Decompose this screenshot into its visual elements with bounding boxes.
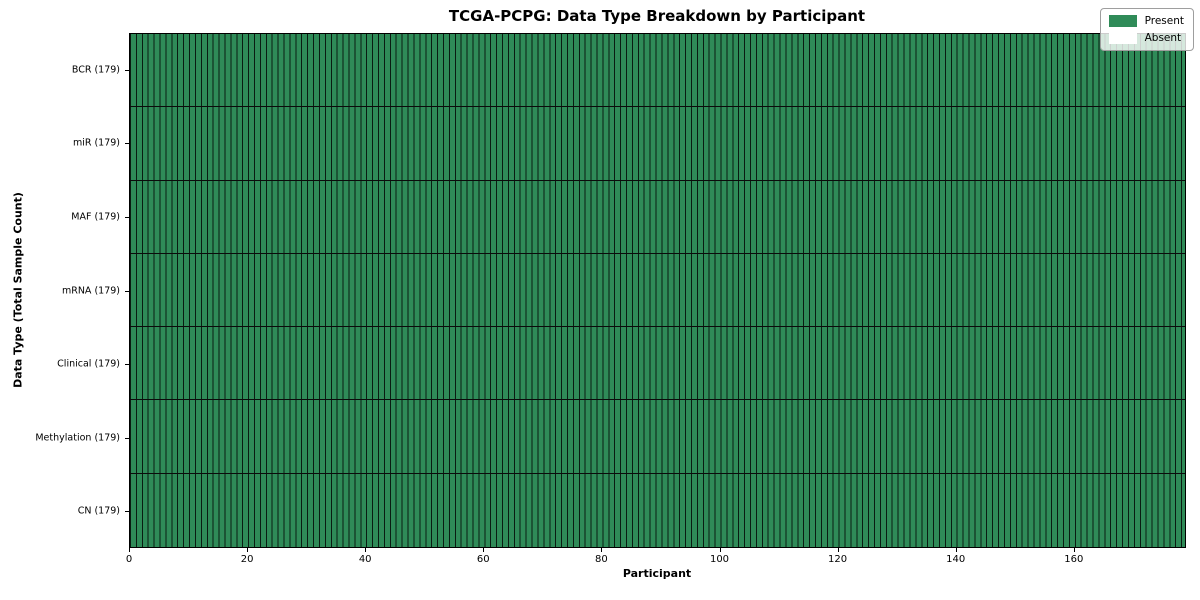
heatmap-row-mir bbox=[130, 107, 1185, 181]
x-tick-mark bbox=[955, 548, 957, 552]
x-tick-label: 60 bbox=[476, 554, 490, 565]
x-tick-mark bbox=[247, 548, 249, 552]
x-tick-label: 140 bbox=[946, 554, 966, 565]
legend-entry-present: Present bbox=[1108, 15, 1184, 27]
x-tick-mark bbox=[365, 548, 367, 552]
heatmap-row-maf bbox=[130, 180, 1185, 254]
x-tick-mark bbox=[837, 548, 839, 552]
y-axis-label: Data Type (Total Sample Count) bbox=[11, 192, 25, 388]
heatmap-row-mrna bbox=[130, 253, 1185, 328]
y-tick-label: miR (179) bbox=[72, 137, 120, 149]
x-tick-label: 160 bbox=[1064, 554, 1084, 565]
x-tick-label: 20 bbox=[240, 554, 254, 565]
x-tick-mark bbox=[129, 548, 130, 552]
legend: Present Absent bbox=[1099, 8, 1194, 51]
y-tick-mark bbox=[125, 437, 129, 439]
x-tick-mark bbox=[601, 548, 603, 552]
legend-label-present: Present bbox=[1144, 15, 1184, 27]
y-tick-label: CN (179) bbox=[77, 505, 120, 517]
x-tick-label: 120 bbox=[828, 554, 848, 565]
y-tick-mark bbox=[125, 69, 129, 71]
y-tick-mark bbox=[125, 216, 129, 218]
x-axis-label: Participant bbox=[622, 567, 692, 580]
legend-entry-absent: Absent bbox=[1108, 32, 1184, 44]
y-tick-mark bbox=[125, 364, 129, 366]
x-tick-label: 40 bbox=[358, 554, 372, 565]
y-tick-label: BCR (179) bbox=[71, 64, 120, 76]
y-tick-mark bbox=[125, 290, 129, 292]
x-tick-label: 0 bbox=[125, 554, 133, 565]
y-tick-label: MAF (179) bbox=[71, 211, 120, 223]
chart-title: TCGA-PCPG: Data Type Breakdown by Partic… bbox=[448, 7, 866, 25]
x-tick-mark bbox=[483, 548, 485, 552]
legend-swatch-absent-icon bbox=[1108, 32, 1137, 44]
heatmap-row-clinical bbox=[130, 327, 1185, 401]
y-tick-label: Clinical (179) bbox=[57, 358, 120, 370]
x-tick-label: 100 bbox=[709, 554, 730, 565]
heatmap-row-bcr bbox=[130, 34, 1185, 108]
y-tick-label: Methylation (179) bbox=[35, 432, 120, 444]
x-tick-label: 80 bbox=[595, 554, 608, 565]
y-tick-mark bbox=[125, 143, 129, 145]
x-tick-mark bbox=[719, 548, 721, 552]
legend-label-absent: Absent bbox=[1144, 32, 1182, 44]
legend-swatch-present-icon bbox=[1108, 15, 1137, 27]
heatmap-row-cn bbox=[130, 473, 1185, 547]
y-tick-mark bbox=[125, 511, 129, 513]
heatmap-row-methylation bbox=[130, 400, 1185, 474]
x-tick-mark bbox=[1073, 548, 1075, 552]
y-tick-label: mRNA (179) bbox=[61, 285, 120, 296]
plot-area bbox=[129, 33, 1186, 548]
